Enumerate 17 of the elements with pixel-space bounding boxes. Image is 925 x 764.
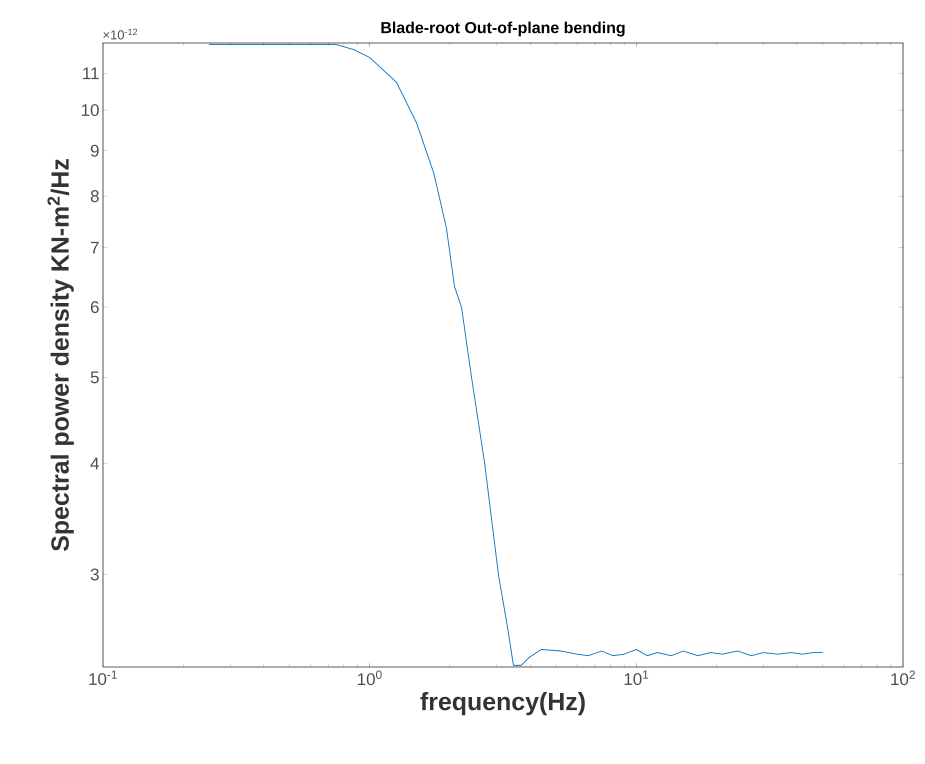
y-axis-title: Spectral power density KN-m$^{2}$/Hz [47, 159, 74, 552]
x-tick-label: 10$^{-1}$ [89, 670, 117, 686]
y-tick-label: 5 [90, 372, 99, 384]
x-tick-label: 10$^{2}$ [891, 670, 915, 686]
y-tick-label: 11 [83, 67, 99, 80]
y-tick-label: 4 [90, 458, 99, 470]
x-tick-label: 10$^{0}$ [358, 670, 382, 686]
chart-title: Blade-root Out-of-plane bending [381, 22, 625, 36]
x-axis-title: frequency(Hz) [420, 692, 585, 716]
y-tick-label: 10 [82, 104, 99, 116]
x-tick-label: 10$^{1}$ [624, 670, 648, 686]
y-tick-label: 9 [90, 144, 99, 157]
y-tick-label: 6 [90, 301, 99, 314]
text: ×10$^{-12}$ [103, 28, 138, 40]
y-tick-label: 8 [90, 190, 99, 202]
y-tick-label: 3 [90, 568, 99, 580]
y-tick-label: 7 [90, 242, 99, 254]
